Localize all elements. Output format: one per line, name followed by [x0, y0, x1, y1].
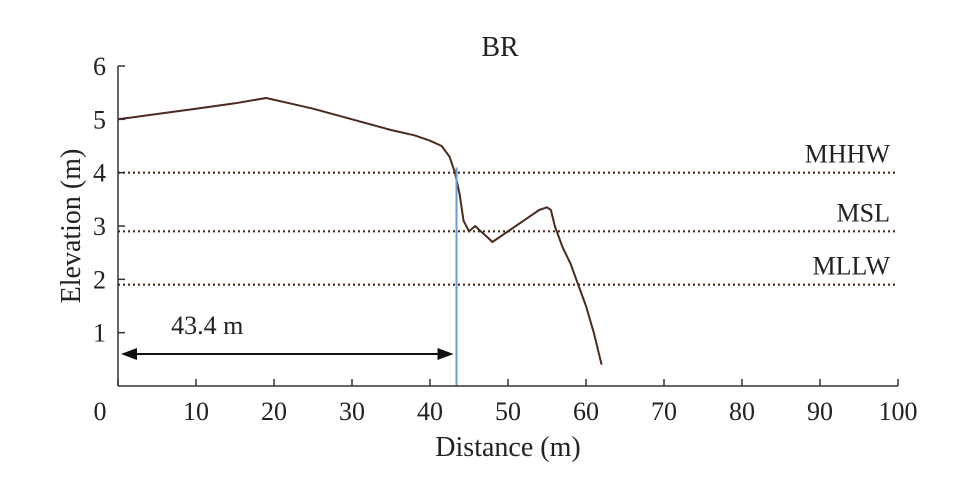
y-tick-label: 1: [93, 319, 106, 348]
x-tick-label: 30: [339, 397, 365, 426]
distance-arrow-head-right: [437, 348, 454, 360]
x-tick-label: 40: [417, 397, 443, 426]
distance-label: 43.4 m: [171, 311, 243, 340]
reference-label-mllw: MLLW: [813, 252, 891, 281]
x-ticks: 0 10 20 30 40 50 60 70 80 90 100: [94, 379, 918, 426]
x-tick-label: 100: [879, 397, 918, 426]
x-tick-label: 0: [94, 397, 107, 426]
x-tick-label: 50: [495, 397, 521, 426]
distance-annotation-group: 43.4 m: [121, 311, 454, 360]
y-tick-label: 2: [93, 265, 106, 294]
x-tick-label: 80: [729, 397, 755, 426]
profile-line: [117, 97, 603, 365]
x-tick-label: 10: [183, 397, 209, 426]
reference-label-mhhw: MHHW: [805, 140, 891, 169]
series-group: [117, 97, 603, 365]
x-tick-label: 20: [261, 397, 287, 426]
x-tick-label: 60: [573, 397, 599, 426]
x-tick-label: 70: [651, 397, 677, 426]
y-tick-label: 4: [93, 159, 106, 188]
x-axis-title: Distance (m): [435, 432, 580, 463]
reference-lines: MHHW MSL MLLW: [118, 140, 898, 286]
y-tick-label: 3: [93, 212, 106, 241]
y-tick-label: 5: [93, 105, 106, 134]
distance-arrow-head-left: [121, 348, 137, 360]
y-tick-label: 6: [93, 52, 106, 81]
reference-label-msl: MSL: [837, 198, 890, 227]
x-tick-label: 90: [807, 397, 833, 426]
y-axis-title: Elevation (m): [56, 149, 87, 304]
chart-title: BR: [481, 32, 519, 63]
y-ticks: 1 2 3 4 5 6: [93, 52, 125, 348]
